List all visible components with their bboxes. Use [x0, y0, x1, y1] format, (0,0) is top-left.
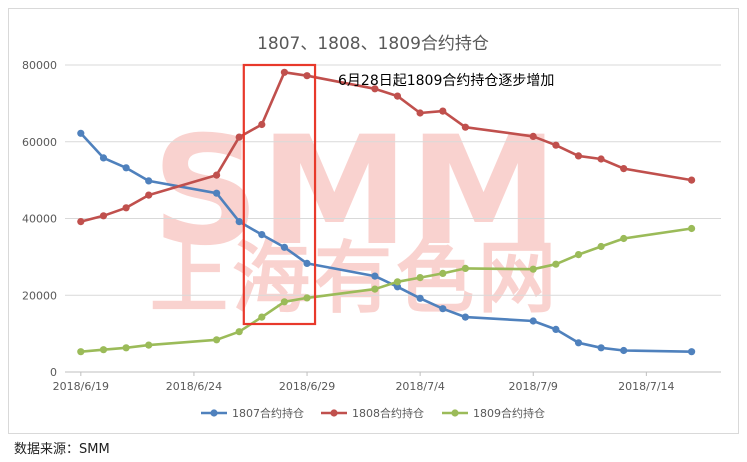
x-axis: 2018/6/19 2018/6/24 2018/6/29 2018/7/4 2018/… — [53, 372, 675, 393]
data-point — [213, 171, 221, 179]
data-point — [280, 298, 288, 306]
data-point — [439, 269, 447, 277]
highlight-box — [242, 63, 317, 326]
data-point — [597, 242, 605, 251]
gridlines — [65, 64, 721, 373]
data-point — [461, 264, 469, 272]
data-point — [688, 176, 696, 184]
x-tick-label: 2018/6/24 — [166, 380, 222, 393]
y-tick-label: 20000 — [22, 289, 57, 302]
data-point — [574, 251, 583, 259]
data-point — [371, 285, 379, 293]
data-point — [461, 313, 469, 321]
x-tick-label: 2018/7/9 — [509, 380, 558, 393]
chart-title: 1807、1808、1809合约持仓 — [257, 34, 489, 54]
x-tick-label: 2018/7/4 — [395, 380, 444, 393]
data-point — [416, 294, 424, 302]
data-point — [416, 109, 424, 117]
data-point — [303, 72, 311, 80]
legend-swatch-marker — [451, 409, 459, 417]
source-note: 数据来源：SMM — [14, 442, 110, 457]
data-point — [280, 68, 288, 76]
data-point — [552, 141, 560, 149]
data-point — [258, 231, 266, 239]
data-point — [122, 164, 130, 172]
data-point — [77, 218, 85, 226]
data-point — [77, 348, 85, 356]
data-point — [213, 336, 221, 344]
data-point — [280, 243, 288, 251]
y-tick-label: 40000 — [22, 213, 57, 226]
legend-label: 1808合约持仓 — [352, 406, 424, 420]
data-point — [122, 344, 130, 352]
chart-frame: SMM 上海有色网 1807、1808、1809合约持仓 0 20000 40000… — [8, 8, 739, 434]
y-tick-label: 60000 — [22, 136, 57, 149]
data-point — [597, 344, 605, 352]
data-point — [574, 152, 583, 160]
watermark: SMM 上海有色网 — [150, 105, 560, 324]
data-point — [529, 317, 537, 325]
data-point — [529, 132, 537, 140]
series-line-1 — [79, 132, 692, 353]
y-axis: 0 20000 40000 60000 80000 — [22, 59, 57, 379]
data-point — [258, 120, 266, 129]
data-point — [439, 107, 447, 115]
data-point — [258, 313, 266, 321]
data-point — [77, 129, 85, 137]
data-point — [303, 259, 311, 267]
watermark-cn: 上海有色网 — [150, 234, 560, 324]
data-point — [597, 155, 605, 163]
legend-swatch-marker — [210, 409, 218, 417]
data-point — [145, 191, 153, 199]
data-point — [99, 154, 108, 162]
data-point — [371, 272, 379, 280]
y-tick-label: 0 — [50, 366, 57, 379]
x-tick-label: 2018/6/29 — [279, 380, 335, 393]
data-point — [99, 346, 108, 354]
data-point — [620, 346, 628, 355]
data-point — [552, 325, 560, 333]
data-point — [99, 212, 108, 220]
legend: 1807合约持仓 1808合约持仓 1809合约持仓 — [201, 406, 545, 420]
data-point — [393, 92, 402, 100]
data-point — [145, 177, 153, 185]
data-point — [688, 348, 696, 356]
legend-label: 1807合约持仓 — [232, 406, 304, 420]
y-tick-label: 80000 — [22, 59, 57, 72]
data-point — [235, 133, 243, 141]
data-point — [393, 283, 402, 291]
series-layer — [77, 68, 696, 356]
data-point — [439, 305, 447, 313]
data-point — [620, 165, 628, 173]
data-point — [529, 265, 537, 273]
data-point — [393, 278, 402, 286]
data-point — [145, 341, 153, 349]
x-tick-label: 2018/6/19 — [53, 380, 109, 393]
data-point — [235, 328, 243, 336]
data-point — [552, 260, 560, 268]
data-point — [371, 85, 379, 93]
data-point — [213, 189, 221, 197]
series-line-2 — [80, 70, 692, 223]
highlight-layer — [242, 63, 317, 326]
data-point — [688, 224, 696, 233]
data-point — [620, 234, 628, 243]
annotation-text: 6月28日起1809合约持仓逐步增加 — [338, 73, 554, 89]
data-point — [303, 294, 311, 302]
series-line-3 — [80, 227, 692, 353]
data-point — [416, 274, 424, 282]
legend-swatch-marker — [330, 409, 338, 417]
legend-label: 1809合约持仓 — [473, 406, 545, 420]
data-point — [122, 204, 130, 212]
data-point — [235, 218, 243, 226]
data-point — [461, 123, 469, 131]
data-point — [574, 339, 583, 347]
chart-svg: SMM 上海有色网 1807、1808、1809合约持仓 0 20000 40000… — [22, 34, 721, 420]
x-tick-label: 2018/7/14 — [618, 380, 674, 393]
